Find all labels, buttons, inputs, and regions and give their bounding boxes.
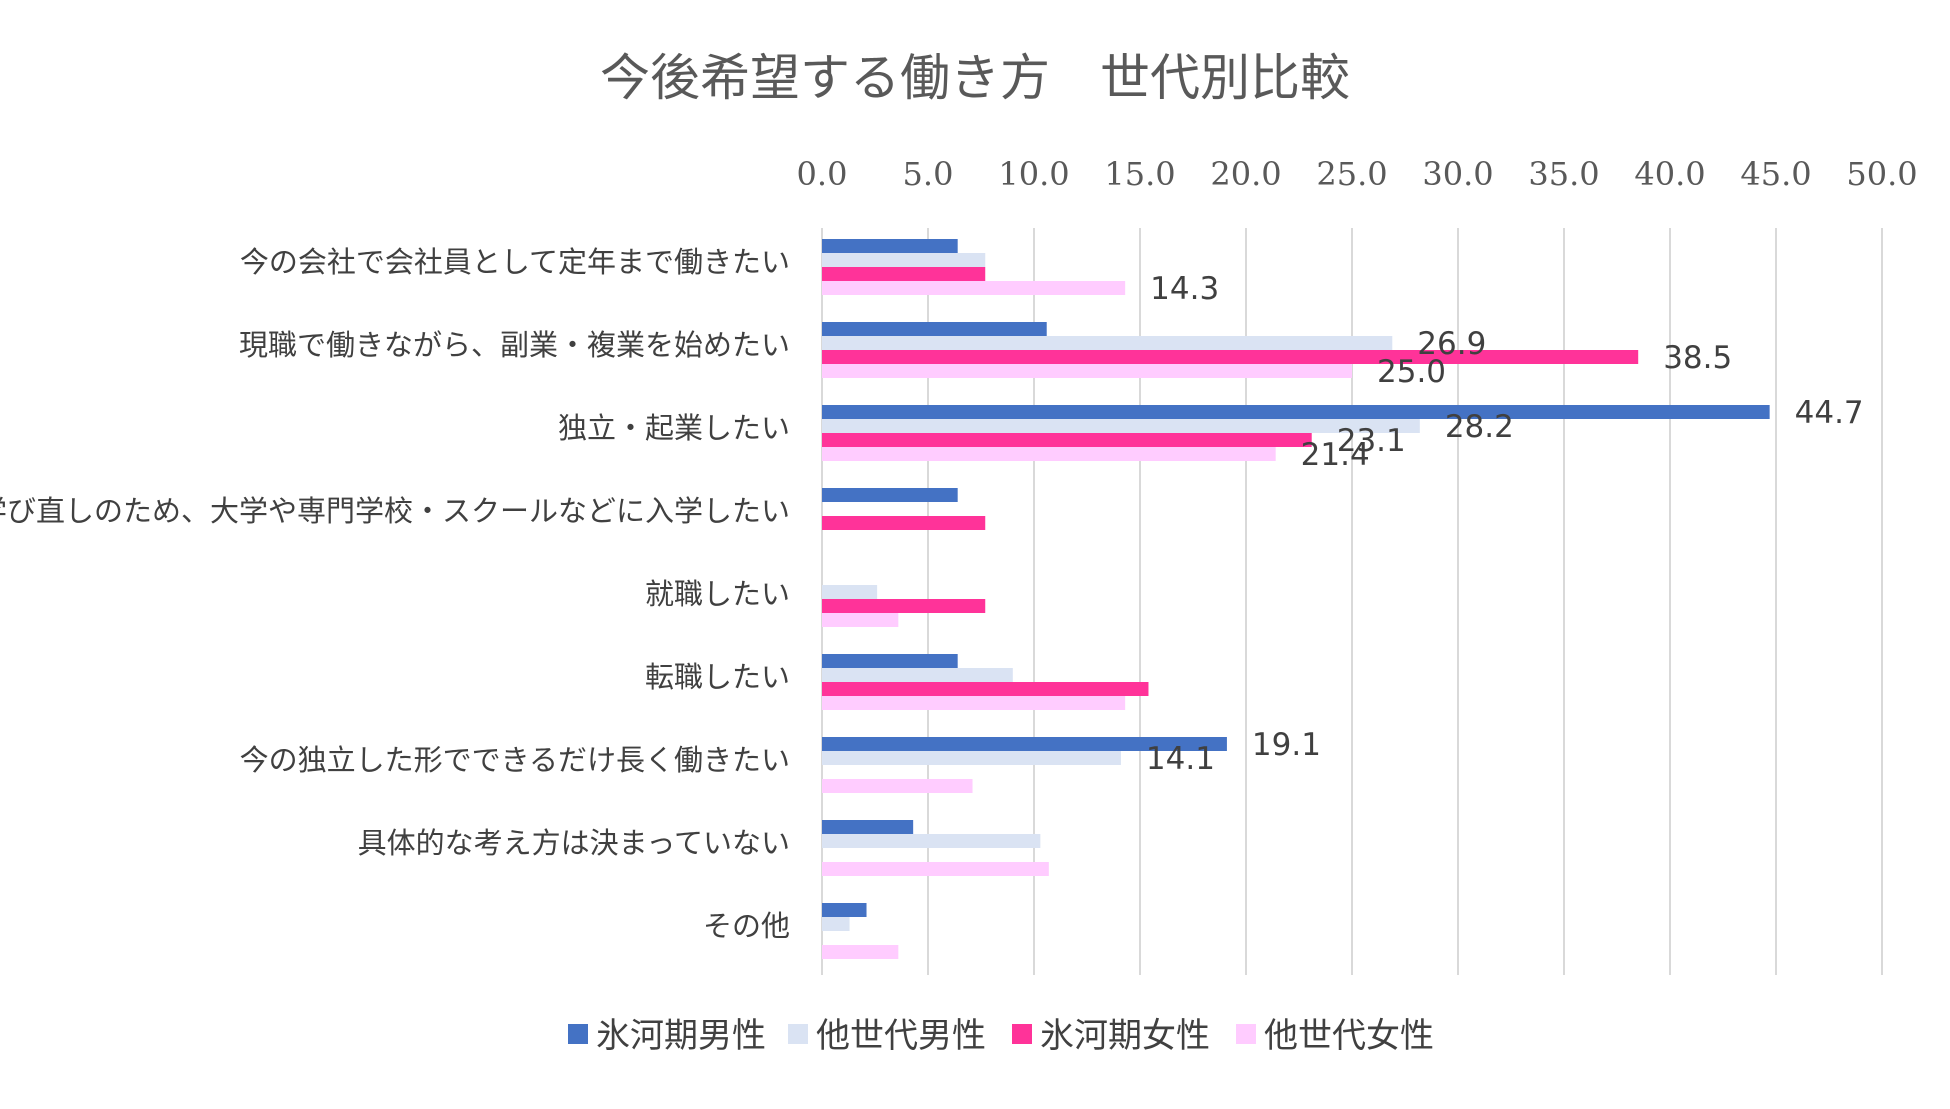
bar [822,654,958,668]
bar [822,917,850,931]
bar [822,253,986,267]
category-label: 今の独立した形でできるだけ長く働きたい [240,743,790,777]
bar [822,779,973,793]
category-label: 学び直しのため、大学や専門学校・スクールなどに入学したい [0,494,790,528]
x-tick-label: 40.0 [1634,155,1705,193]
legend-swatch [1236,1024,1256,1044]
data-label: 14.1 [1146,741,1215,777]
legend-item: 他世代女性 [1236,1016,1434,1056]
x-tick-label: 20.0 [1210,155,1281,193]
legend-label: 氷河期女性 [1040,1016,1210,1056]
bar [822,447,1276,461]
x-tick-label: 5.0 [903,155,954,193]
legend-swatch [1012,1024,1032,1044]
bar [822,350,1639,364]
legend-label: 他世代男性 [816,1016,986,1056]
bar [822,613,899,627]
bar [822,751,1121,765]
bar [822,945,899,959]
x-tick-label: 45.0 [1740,155,1811,193]
x-tick-label: 30.0 [1422,155,1493,193]
bar [822,834,1041,848]
legend-item: 氷河期女性 [1012,1016,1210,1056]
legend-swatch [788,1024,808,1044]
data-label: 25.0 [1377,354,1446,390]
bar [822,599,986,613]
data-labels: 14.3 26.9 38.5 25.0 44.7 28.2 23.121.4 19.1 14.1 [1146,271,1864,777]
bar [822,405,1770,419]
chart-title: 今後希望する働き方 世代別比較 [600,49,1350,107]
bar [822,433,1312,447]
bar [822,903,867,917]
bar [822,696,1126,710]
x-tick-label: 35.0 [1528,155,1599,193]
bar [822,322,1047,336]
legend: 氷河期男性 他世代男性 氷河期女性 他世代女性 [568,1016,1434,1056]
axis-tick-labels: 0.0 5.0 10.0 15.0 20.0 25.0 30.0 35.0 40.0 45.0 50… [797,155,1918,193]
bar [822,668,1013,682]
bar [822,737,1227,751]
data-label: 23.1 [1337,423,1406,459]
data-label: 19.1 [1252,727,1321,763]
bar [822,488,958,502]
category-label: 具体的な考え方は決まっていない [358,826,790,860]
category-label: 現職で働きながら、副業・複業を始めたい [239,328,790,362]
bar [822,862,1049,876]
bar [822,239,958,253]
legend-item: 他世代男性 [788,1016,986,1056]
data-label: 44.7 [1795,395,1864,431]
category-label: 転職したい [645,660,790,694]
data-label: 28.2 [1445,409,1514,445]
category-labels: 今の会社で会社員として定年まで働きたい現職で働きながら、副業・複業を始めたい独立… [0,245,790,943]
bar [822,585,878,599]
x-tick-label: 25.0 [1316,155,1387,193]
bar-layer [822,239,1770,959]
bar [822,267,986,281]
legend-label: 氷河期男性 [596,1016,766,1056]
data-label: 14.3 [1150,271,1219,307]
bar [822,419,1420,433]
bar [822,281,1126,295]
bar [822,516,986,530]
bar [822,682,1149,696]
legend-item: 氷河期男性 [568,1016,766,1056]
bar [822,336,1393,350]
category-label: 就職したい [645,577,790,611]
data-label: 26.9 [1417,326,1486,362]
category-label: 独立・起業したい [558,411,790,445]
legend-swatch [568,1024,588,1044]
data-label: 21.4 [1301,437,1370,473]
x-tick-label: 15.0 [1104,155,1175,193]
x-tick-label: 10.0 [998,155,1069,193]
bar [822,820,914,834]
x-tick-label: 0.0 [797,155,848,193]
legend-label: 他世代女性 [1264,1016,1434,1056]
category-label: 今の会社で会社員として定年まで働きたい [240,245,790,279]
data-label: 38.5 [1663,340,1732,376]
x-tick-label: 50.0 [1846,155,1917,193]
category-label: その他 [703,909,790,943]
bar [822,364,1352,378]
